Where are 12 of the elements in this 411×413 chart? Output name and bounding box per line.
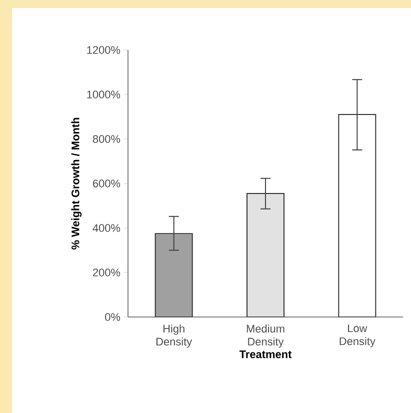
y-tick-label: 1200% bbox=[87, 46, 120, 54]
x-axis-title: Treatment bbox=[239, 350, 292, 358]
y-tick-label: 600% bbox=[93, 180, 120, 188]
y-tick-label: 0% bbox=[105, 313, 120, 321]
y-tick-label: 1000% bbox=[87, 90, 120, 98]
y-tick-label: 200% bbox=[93, 268, 120, 276]
x-tick-label: Medium Density bbox=[246, 324, 284, 348]
x-tick-label: High Density bbox=[156, 324, 192, 348]
y-tick-label: 800% bbox=[92, 135, 120, 143]
y-tick-label: 400% bbox=[92, 224, 120, 232]
x-tick-label: Low Density bbox=[340, 324, 376, 348]
y-axis-title: % Weight Growth / Month bbox=[71, 118, 82, 250]
